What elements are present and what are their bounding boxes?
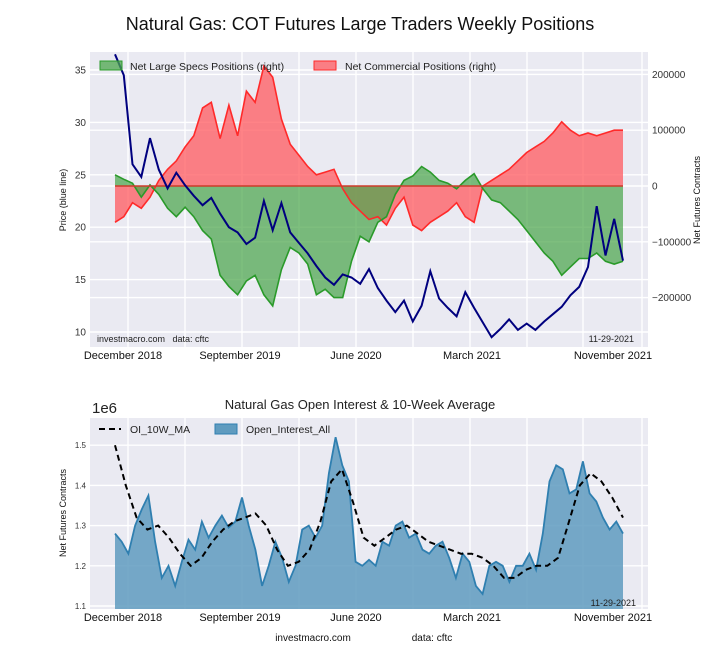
price-tick-label: 25 xyxy=(75,170,87,181)
x-tick-label: September 2019 xyxy=(199,612,280,624)
price-tick-label: 10 xyxy=(75,328,87,339)
net-contracts-tick-label: −100000 xyxy=(652,237,692,248)
open-interest-line xyxy=(114,436,624,596)
footer-source: data: cftc xyxy=(412,633,453,644)
price-tick-label: 30 xyxy=(75,118,87,129)
x-tick-label: June 2020 xyxy=(330,612,381,624)
bottom-date-stamp: 11-29-2021 xyxy=(591,598,636,608)
footer-site: investmacro.com xyxy=(275,633,351,644)
top-chart: 10 15 20 25 30 35 −200000 −100000 0 100000 200000… xyxy=(58,52,702,362)
top-x-axis-ticks: December 2018 September 2019 June 2020 Marc… xyxy=(84,350,652,362)
net-contracts-axis-ticks: −200000 −100000 0 100000 200000 xyxy=(652,70,692,304)
oi-tick-label: 1.3 xyxy=(75,522,87,531)
price-line xyxy=(114,53,624,339)
net-contracts-axis-label: Net Futures Contracts xyxy=(692,155,702,244)
oi-tick-label: 1.2 xyxy=(75,562,87,571)
net-contracts-tick-label: 100000 xyxy=(652,126,686,137)
price-axis-ticks: 10 15 20 25 30 35 xyxy=(75,66,87,339)
watermark: investmacro.com data: cftc xyxy=(97,334,210,344)
oi-axis-ticks: 1.1 1.2 1.3 1.4 1.5 xyxy=(75,441,87,611)
date-stamp: 11-29-2021 xyxy=(589,334,634,344)
net-large-specs-line xyxy=(114,165,624,308)
net-large-specs-area xyxy=(115,166,623,306)
bottom-chart-title: Natural Gas Open Interest & 10-Week Aver… xyxy=(225,397,496,412)
oi-tick-label: 1.4 xyxy=(75,481,87,490)
x-tick-label: March 2021 xyxy=(443,350,501,362)
net-commercial-line xyxy=(114,64,623,232)
legend-swatch-specs xyxy=(99,60,123,71)
legend-label-commercial: Net Commercial Positions (right) xyxy=(345,61,496,73)
legend-label-oi: Open_Interest_All xyxy=(246,424,330,436)
net-contracts-tick-label: 200000 xyxy=(652,70,686,81)
x-tick-label: December 2018 xyxy=(84,350,162,362)
oi-tick-label: 1.1 xyxy=(75,602,87,611)
chart-title: Natural Gas: COT Futures Large Traders W… xyxy=(125,14,595,34)
price-tick-label: 15 xyxy=(75,275,87,286)
net-contracts-tick-label: −200000 xyxy=(652,293,692,304)
x-tick-label: November 2021 xyxy=(574,612,652,624)
price-tick-label: 35 xyxy=(75,66,87,77)
legend-swatch-oi xyxy=(214,423,238,435)
legend-label-ma: OI_10W_MA xyxy=(130,424,190,436)
oi-tick-label: 1.5 xyxy=(75,441,87,450)
open-interest-area xyxy=(115,437,623,609)
bottom-legend: OI_10W_MA Open_Interest_All xyxy=(99,423,330,436)
x-tick-label: December 2018 xyxy=(84,612,162,624)
bottom-x-axis-ticks: December 2018 September 2019 June 2020 Marc… xyxy=(84,612,652,624)
oi-10w-ma-line xyxy=(114,444,624,579)
scale-label: 1e6 xyxy=(92,400,117,417)
legend-label-specs: Net Large Specs Positions (right) xyxy=(130,61,284,73)
x-tick-label: November 2021 xyxy=(574,350,652,362)
oi-axis-label: Net Futures Contracts xyxy=(58,468,68,557)
x-tick-label: September 2019 xyxy=(199,350,280,362)
net-contracts-tick-label: 0 xyxy=(652,182,658,193)
price-tick-label: 20 xyxy=(75,223,87,234)
top-legend: Net Large Specs Positions (right) Net Co… xyxy=(99,60,496,73)
x-tick-label: June 2020 xyxy=(330,350,381,362)
price-axis-label: Price (blue line) xyxy=(58,169,68,232)
bottom-chart: Natural Gas Open Interest & 10-Week Aver… xyxy=(58,397,652,624)
legend-swatch-commercial xyxy=(313,60,337,71)
x-tick-label: March 2021 xyxy=(443,612,501,624)
